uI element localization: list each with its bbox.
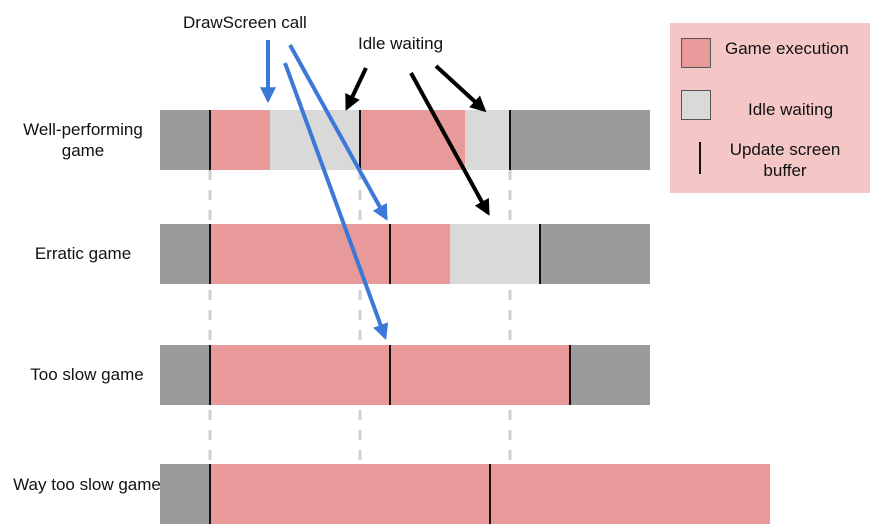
callout-idle-waiting: Idle waiting [358, 34, 444, 53]
idle-arrow-1 [345, 67, 368, 111]
segment-frame-r0-5 [510, 110, 650, 170]
segment-frame-r0-0 [160, 110, 210, 170]
idle-arrow-2 [409, 72, 490, 216]
segment-exec-r1-1 [210, 224, 450, 284]
drawscreen-arrow-2 [288, 44, 388, 221]
drawscreen-arrow-3 [283, 62, 389, 341]
row-label-erratic: Erratic game [34, 244, 132, 263]
vsync-guides [208, 170, 512, 464]
row-label-well-performing: Well-performing game [23, 120, 143, 160]
legend-idle-swatch [681, 90, 711, 120]
segment-frame-r3-0 [160, 464, 210, 524]
callout-drawscreen: DrawScreen call [183, 13, 307, 32]
segment-frame-r2-2 [570, 345, 650, 405]
segment-frame-r2-0 [160, 345, 210, 405]
segment-idle-r1-2 [450, 224, 540, 284]
legend-idle-label: Idle waiting [748, 100, 834, 119]
segment-exec-r0-1 [210, 110, 270, 170]
timeline-bars [160, 110, 770, 524]
segment-idle-r0-4 [465, 110, 510, 170]
row-label-way-too-slow: Way too slow game [13, 475, 161, 494]
legend-update-label: Update screen buffer [729, 140, 841, 180]
segment-frame-r1-0 [160, 224, 210, 284]
legend: Game execution Idle waiting Update scree… [670, 23, 870, 193]
legend-update-line [699, 142, 701, 174]
legend-exec-swatch [681, 38, 711, 68]
legend-exec-label: Game execution [725, 39, 849, 58]
callout-arrows [260, 40, 490, 341]
row-label-too-slow: Too slow game [30, 365, 144, 384]
idle-arrow-3 [434, 64, 487, 113]
segment-frame-r1-3 [540, 224, 650, 284]
